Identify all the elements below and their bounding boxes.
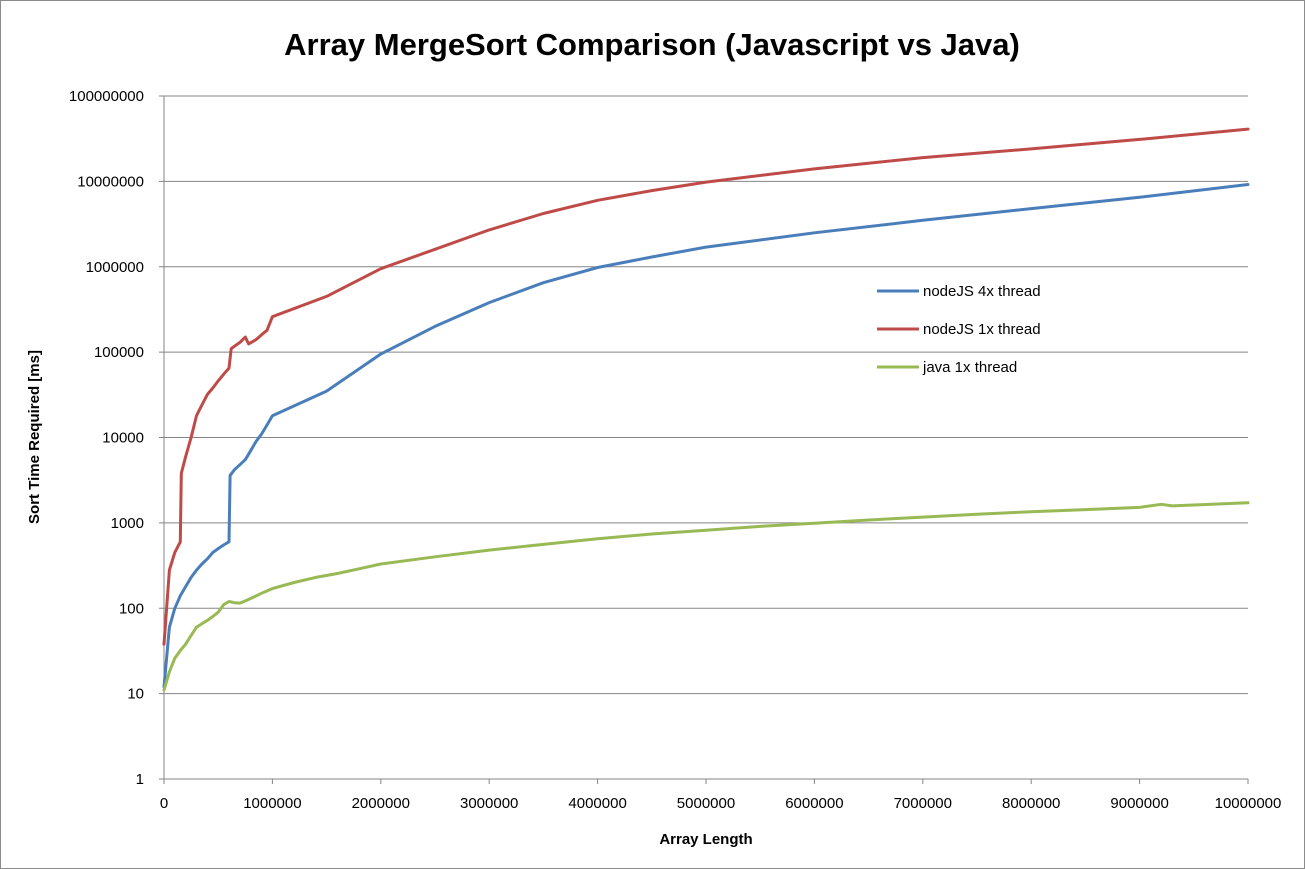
- legend-label: nodeJS 1x thread: [923, 321, 1041, 338]
- chart-title: Array MergeSort Comparison (Javascript v…: [284, 27, 1020, 62]
- series-line-3: [162, 501, 1250, 692]
- x-tick-label: 7000000: [894, 795, 952, 812]
- y-tick-label: 10000: [102, 430, 144, 447]
- y-tick-label: 100000000: [69, 88, 144, 105]
- y-tick-label: 100000: [94, 344, 144, 361]
- x-axis-title: Array Length: [659, 831, 752, 848]
- x-tick-label: 10000000: [1215, 795, 1282, 812]
- y-tick-labels: 1 10 100 1000 10000 100000 1000000 10000000 1000…: [69, 88, 164, 788]
- grid-layer: [164, 95, 1248, 695]
- x-tick-label: 0: [160, 795, 168, 812]
- y-tick-label: 100: [119, 600, 144, 617]
- series-line-1: [162, 183, 1250, 689]
- x-tick-label: 6000000: [785, 795, 843, 812]
- y-axis-title: Sort Time Required [ms]: [26, 350, 43, 524]
- y-tick-label: 1: [136, 771, 144, 788]
- legend-label: java 1x thread: [922, 359, 1017, 376]
- x-tick-label: 2000000: [352, 795, 410, 812]
- x-tick-labels: 0 1000000 2000000 3000000 4000000 5000000 6000…: [160, 779, 1282, 812]
- legend-label: nodeJS 4x thread: [923, 283, 1041, 300]
- x-tick-label: 1000000: [243, 795, 301, 812]
- y-tick-label: 10000000: [77, 173, 144, 190]
- y-tick-label: 10: [127, 686, 144, 703]
- series-line-2: [162, 127, 1250, 646]
- x-tick-label: 8000000: [1002, 795, 1060, 812]
- x-tick-label: 9000000: [1110, 795, 1168, 812]
- x-tick-label: 4000000: [568, 795, 626, 812]
- x-tick-label: 3000000: [460, 795, 518, 812]
- series-layer: [162, 127, 1250, 692]
- y-tick-label: 1000000: [86, 259, 144, 276]
- legend: nodeJS 4x thread nodeJS 1x thread java 1x …: [877, 283, 1041, 376]
- x-tick-label: 5000000: [677, 795, 735, 812]
- y-tick-label: 1000: [111, 515, 144, 532]
